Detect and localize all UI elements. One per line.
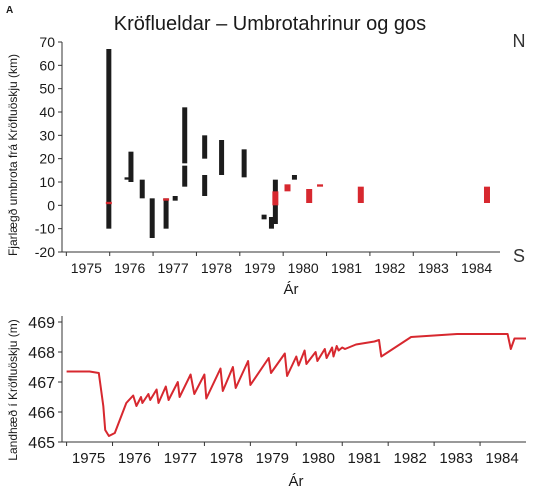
- compass-north-label: N: [513, 31, 526, 51]
- y-tick-label: -20: [35, 244, 55, 260]
- eruption-bar: [483, 186, 490, 203]
- y-tick-label: 50: [39, 81, 55, 97]
- x-tick-label: 1984: [485, 450, 518, 467]
- rifting-bar: [172, 196, 178, 201]
- x-tick-label: 1983: [439, 450, 472, 467]
- x-tick-label: 1980: [302, 450, 335, 467]
- x-tick-label: 1982: [374, 260, 405, 276]
- rifting-bar: [182, 107, 188, 164]
- rifting-bar: [261, 214, 267, 220]
- rifting-bar: [106, 49, 112, 229]
- y-tick-label: 40: [39, 104, 55, 120]
- eruption-bar: [163, 198, 170, 201]
- rifting-bar: [219, 140, 225, 175]
- x-axis-label: Ár: [289, 473, 304, 490]
- elevation-line: [66, 333, 526, 437]
- y-axis-label: Landhæð í Kröfluöskju (m): [6, 319, 20, 460]
- x-tick-label: 1976: [114, 260, 145, 276]
- rifting-bar: [291, 175, 297, 180]
- rifting-bar: [128, 151, 134, 182]
- chart-title: Kröflueldar – Umbrotahrinur og gos: [114, 13, 426, 35]
- y-tick-label: 469: [28, 315, 55, 332]
- x-tick-label: 1977: [157, 260, 188, 276]
- rifting-bar: [149, 198, 155, 238]
- y-tick-label: 70: [39, 34, 55, 50]
- eruption-bar: [105, 201, 112, 205]
- rifting-bar: [139, 179, 145, 199]
- x-tick-label: 1976: [118, 450, 151, 467]
- eruption-bar: [272, 191, 279, 206]
- panel-label: A: [6, 5, 13, 16]
- y-tick-label: -10: [35, 221, 55, 237]
- x-tick-label: 1975: [71, 260, 102, 276]
- rifting-bar: [268, 217, 274, 229]
- y-tick-label: 60: [39, 57, 55, 73]
- y-tick-label: 465: [28, 435, 55, 452]
- y-tick-label: 30: [39, 127, 55, 143]
- ground-elevation-chart: 465 466 467 468 469 1975 1976 1977 1978 1979 1980 1…: [6, 315, 526, 490]
- rifting-bar: [163, 198, 169, 229]
- eruption-bar: [317, 184, 324, 187]
- x-tick-label: 1981: [348, 450, 381, 467]
- y-tick-label: 466: [28, 405, 55, 422]
- x-tick-label: 1983: [418, 260, 449, 276]
- rifting-eruption-chart: -20 -10 0 10 20 30 40 50 60 70 1975 1976 1977 1978 197…: [6, 31, 526, 298]
- eruption-bar: [306, 189, 313, 203]
- y-axis-label: Fjarlægð umbrota frá Kröfluöskju (km): [6, 54, 20, 256]
- eruption-bar: [357, 186, 364, 203]
- x-tick-label: 1980: [288, 260, 319, 276]
- x-tick-label: 1984: [461, 260, 492, 276]
- x-tick-label: 1979: [256, 450, 289, 467]
- x-tick-label: 1975: [72, 450, 105, 467]
- rifting-bar: [241, 149, 247, 178]
- x-tick-label: 1977: [164, 450, 197, 467]
- y-tick-label: 467: [28, 375, 55, 392]
- x-tick-label: 1979: [244, 260, 275, 276]
- x-tick-label: 1982: [393, 450, 426, 467]
- y-tick-label: 20: [39, 151, 55, 167]
- eruption-bar: [284, 184, 291, 192]
- rifting-bar: [202, 175, 208, 196]
- rifting-bar: [182, 165, 188, 187]
- x-tick-label: 1978: [210, 450, 243, 467]
- y-tick-label: 468: [28, 345, 55, 362]
- x-tick-label: 1978: [201, 260, 232, 276]
- x-axis-label: Ár: [284, 281, 299, 298]
- rifting-bar: [124, 177, 130, 180]
- y-tick-label: 10: [39, 174, 55, 190]
- rifting-bar: [202, 135, 208, 159]
- x-tick-label: 1981: [331, 260, 362, 276]
- y-tick-label: 0: [47, 197, 55, 213]
- compass-south-label: S: [513, 246, 525, 266]
